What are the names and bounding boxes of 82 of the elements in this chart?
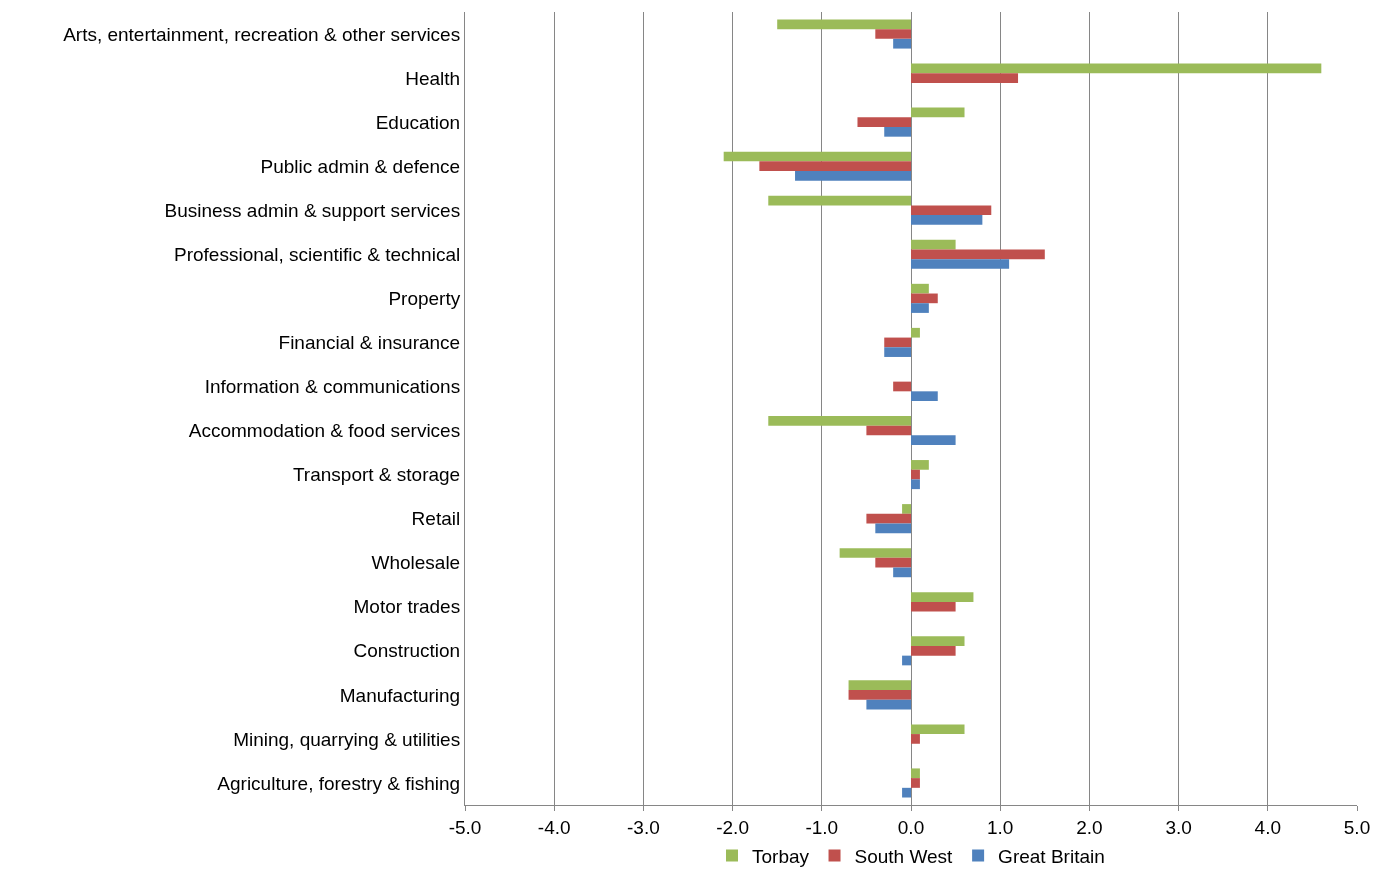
bar [884, 126, 911, 137]
bar [911, 391, 938, 402]
legend-label: Torbay [752, 845, 810, 867]
bar [911, 239, 956, 250]
bar [911, 205, 992, 216]
y-tick-label: Transport & storage [292, 464, 461, 486]
bar [911, 73, 1019, 83]
y-tick-label: Education [375, 111, 461, 133]
bar [911, 303, 929, 313]
bar [723, 151, 911, 162]
bar [866, 425, 911, 436]
bar [866, 699, 911, 710]
x-tick-label: 4.0 [1254, 816, 1282, 838]
bar [911, 283, 929, 294]
bar [893, 567, 911, 578]
legend-label: South West [854, 845, 954, 867]
y-tick-label: Information & communications [204, 376, 461, 398]
y-tick-label: Financial & insurance [278, 332, 461, 354]
bar [911, 601, 956, 612]
bar [911, 460, 929, 470]
y-tick-label: Professional, scientific & technical [174, 243, 461, 265]
y-tick-label: Public admin & defence [260, 155, 461, 177]
y-tick-label: Property [388, 288, 461, 310]
bar [911, 592, 974, 602]
bar [911, 63, 1322, 74]
x-tick-label: -4.0 [537, 816, 571, 838]
bar [893, 38, 911, 49]
bar [839, 548, 911, 558]
bar [911, 768, 920, 779]
bar [902, 504, 911, 514]
x-tick-label: -2.0 [716, 816, 749, 838]
bar [911, 293, 938, 304]
y-tick-label: Manufacturing [339, 684, 461, 706]
bar [911, 435, 956, 446]
bar [875, 523, 911, 534]
y-tick-label: Mining, quarrying & utilities [233, 728, 461, 750]
bar [911, 327, 920, 338]
bar [848, 680, 911, 691]
bar [911, 215, 983, 225]
x-tick-label: -3.0 [627, 816, 660, 838]
y-tick-label: Motor trades [353, 596, 461, 618]
bar [911, 734, 920, 744]
bar [875, 557, 911, 568]
y-tick-label: Agriculture, forestry & fishing [217, 772, 461, 794]
bar [768, 415, 911, 426]
x-tick-label: -1.0 [805, 816, 839, 838]
x-tick-label: 2.0 [1076, 816, 1103, 838]
y-tick-label: Accommodation & food services [188, 420, 461, 442]
bar [911, 249, 1045, 260]
bar [911, 479, 920, 490]
y-tick-label: Arts, entertainment, recreation & other services [63, 23, 461, 45]
legend-label: Great Britain [998, 845, 1105, 867]
y-tick-label: Business admin & support services [164, 199, 461, 221]
bar [911, 469, 920, 480]
bar [911, 645, 956, 656]
x-tick-label: 3.0 [1165, 816, 1192, 838]
x-tick-label: 5.0 [1343, 816, 1371, 838]
bar [911, 259, 1010, 269]
y-tick-label: Health [405, 67, 461, 89]
bar [911, 724, 965, 735]
bar [911, 778, 920, 788]
bar [902, 655, 911, 666]
x-tick-label: 1.0 [986, 816, 1014, 838]
x-tick-label: -5.0 [448, 816, 482, 838]
bar [768, 195, 911, 206]
bar [875, 29, 911, 39]
bar [777, 19, 911, 30]
bar [795, 171, 911, 181]
bar [884, 347, 911, 357]
bar [893, 381, 911, 392]
y-tick-label: Construction [353, 640, 461, 662]
bar [866, 513, 911, 524]
y-tick-label: Wholesale [371, 552, 461, 574]
x-tick-label: 0.0 [897, 816, 925, 838]
bar [911, 636, 965, 646]
bar [759, 161, 911, 172]
bar [902, 787, 911, 798]
bar [884, 337, 911, 348]
bar [911, 107, 965, 118]
y-tick-label: Retail [411, 508, 461, 530]
bar [848, 690, 911, 700]
bar [857, 117, 911, 127]
